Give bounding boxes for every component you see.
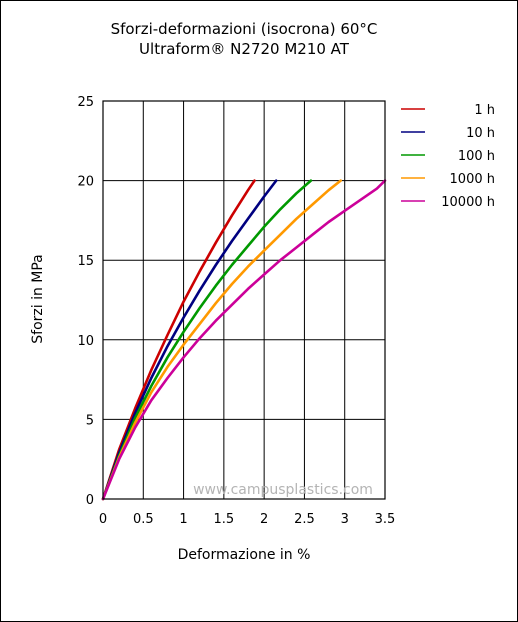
legend-label: 1000 h (450, 172, 495, 187)
y-tick-label: 15 (77, 254, 94, 269)
series-line (101, 179, 313, 501)
x-tick-label: 3.5 (375, 512, 396, 527)
x-tick-label: 1 (179, 512, 187, 527)
watermark: www.campusplastics.com (193, 482, 373, 498)
legend-label: 100 h (458, 149, 495, 164)
grid-lines (102, 100, 386, 500)
series-line (101, 179, 256, 501)
series-lines (101, 179, 387, 501)
y-tick-label: 10 (77, 334, 94, 349)
legend-label: 10 h (466, 126, 495, 141)
y-tick-label: 20 (77, 175, 94, 190)
series-line (101, 179, 278, 501)
chart-title: Sforzi-deformazioni (isocrona) 60°C (111, 20, 378, 38)
legend: 1 h 10 h 100 h 1000 h 10000 h (401, 103, 495, 210)
y-axis-label: Sforzi in MPa (30, 254, 46, 344)
x-tick-label: 2.5 (294, 512, 315, 527)
x-tick-label: 0 (99, 512, 107, 527)
y-tick-label: 25 (77, 95, 94, 110)
plot-area-border (102, 100, 386, 500)
x-tick-label: 0.5 (133, 512, 154, 527)
x-axis-label: Deformazione in % (178, 547, 311, 563)
x-tick-label: 2 (260, 512, 268, 527)
x-tick-label: 1.5 (214, 512, 235, 527)
y-tick-labels: 0 5 10 15 20 25 (77, 95, 94, 508)
x-tick-label: 3 (341, 512, 349, 527)
series-line (101, 179, 343, 501)
legend-label: 10000 h (441, 195, 495, 210)
legend-label: 1 h (474, 103, 495, 118)
y-tick-label: 0 (86, 493, 94, 508)
chart-subtitle: Ultraform® N2720 M210 AT (139, 40, 350, 58)
series-line (101, 179, 387, 501)
x-tick-labels: 0 0.5 1 1.5 2 2.5 3 3.5 (99, 512, 395, 527)
y-tick-label: 5 (86, 413, 94, 428)
